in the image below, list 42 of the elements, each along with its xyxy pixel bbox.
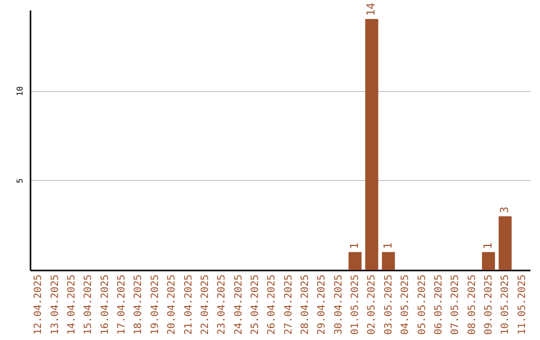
x-tick-label: 01.05.2025 — [350, 274, 362, 335]
x-tick-label: 21.04.2025 — [183, 274, 194, 335]
x-tick-label: 13.04.2025 — [50, 274, 61, 335]
bar — [365, 18, 378, 270]
data-label: 1 — [381, 242, 394, 250]
x-tick-label: 28.04.2025 — [300, 274, 312, 335]
x-tick-label: 12.04.2025 — [33, 274, 44, 335]
x-tick-label: 23.04.2025 — [216, 274, 228, 335]
data-label: 14 — [364, 2, 378, 16]
data-label: 3 — [498, 206, 512, 214]
x-tick-label: 08.05.2025 — [466, 274, 478, 335]
x-tick-label: 24.04.2025 — [233, 274, 244, 335]
x-tick-label: 16.04.2025 — [100, 274, 111, 335]
x-tick-label: 06.05.2025 — [433, 274, 444, 335]
x-tick-label: 20.04.2025 — [166, 274, 178, 335]
x-tick-label: 22.04.2025 — [200, 274, 211, 335]
x-tick-label: 04.05.2025 — [400, 274, 412, 335]
x-tick-label: 30.04.2025 — [333, 274, 344, 335]
bar — [348, 252, 362, 270]
x-tick-label: 14.04.2025 — [66, 274, 78, 335]
x-tick-label: 07.05.2025 — [450, 274, 462, 335]
x-tick-label: 25.04.2025 — [250, 274, 261, 335]
x-tick-label: 02.05.2025 — [366, 274, 378, 335]
x-tick-label: 18.04.2025 — [133, 274, 144, 335]
x-tick-label: 17.04.2025 — [116, 274, 128, 335]
bar — [498, 216, 512, 270]
x-tick-label: 27.04.2025 — [283, 274, 294, 335]
data-label: 1 — [348, 242, 362, 250]
x-tick-label: 15.04.2025 — [83, 274, 94, 335]
data-label: 1 — [481, 242, 494, 250]
x-tick-label: 10.05.2025 — [500, 274, 512, 335]
x-tick-label: 29.04.2025 — [316, 274, 328, 335]
bar — [482, 252, 495, 270]
y-tick-label: 10 — [16, 86, 24, 96]
x-tick-label: 26.04.2025 — [266, 274, 278, 335]
x-tick-label: 05.05.2025 — [416, 274, 428, 335]
x-tick-label: 03.05.2025 — [383, 274, 394, 335]
x-tick-label: 19.04.2025 — [150, 274, 161, 335]
x-tick-label: 11.05.2025 — [516, 274, 528, 335]
bar — [382, 252, 395, 270]
y-tick-label: 5 — [16, 178, 24, 184]
x-tick-label: 09.05.2025 — [483, 274, 494, 335]
